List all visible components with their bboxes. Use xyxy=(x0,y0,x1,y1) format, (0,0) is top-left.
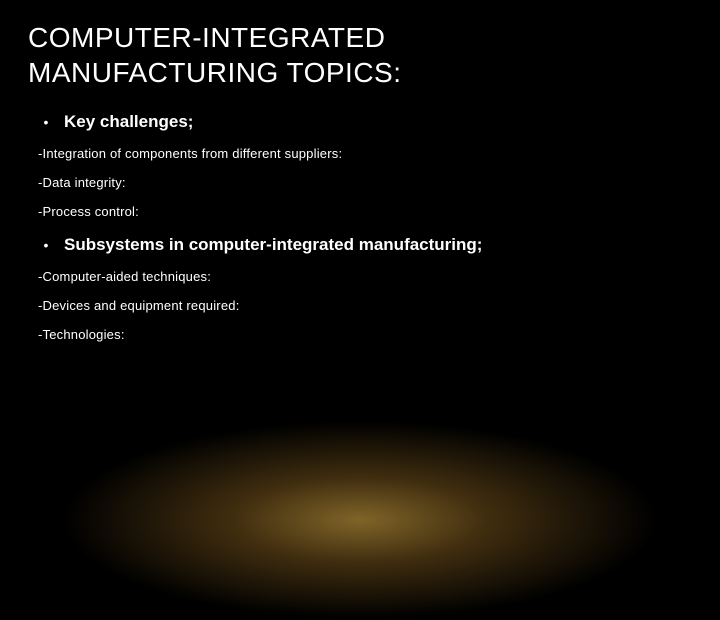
bullet-dot-icon: • xyxy=(28,237,58,253)
title-line-1: COMPUTER-INTEGRATED xyxy=(28,22,385,53)
bullet-item: • Key challenges; xyxy=(28,112,692,132)
slide-content: COMPUTER-INTEGRATED MANUFACTURING TOPICS… xyxy=(0,0,720,366)
bottom-glow xyxy=(60,420,660,620)
slide-title: COMPUTER-INTEGRATED MANUFACTURING TOPICS… xyxy=(28,20,692,90)
sub-item: -Computer-aided techniques: xyxy=(38,269,692,284)
sub-item: -Integration of components from differen… xyxy=(38,146,692,161)
sub-item: -Data integrity: xyxy=(38,175,692,190)
sub-item: -Technologies: xyxy=(38,327,692,342)
bullet-label: Key challenges; xyxy=(58,112,193,132)
bullet-dot-icon: • xyxy=(28,114,58,130)
bullet-item: • Subsystems in computer-integrated manu… xyxy=(28,235,692,255)
sub-item: -Devices and equipment required: xyxy=(38,298,692,313)
title-line-2: MANUFACTURING TOPICS: xyxy=(28,57,402,88)
bullet-label: Subsystems in computer-integrated manufa… xyxy=(58,235,482,255)
sub-item: -Process control: xyxy=(38,204,692,219)
